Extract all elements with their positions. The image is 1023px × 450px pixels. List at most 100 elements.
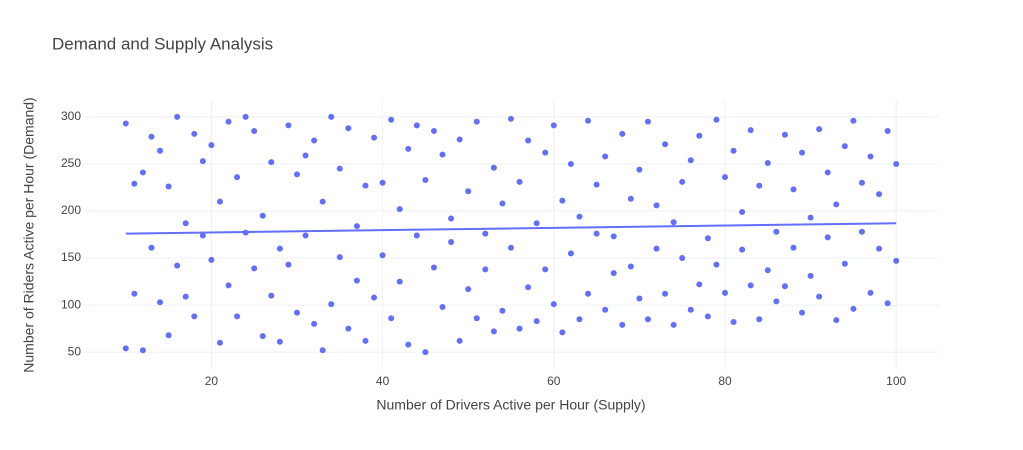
point <box>216 339 223 346</box>
point <box>610 233 617 240</box>
point <box>893 160 900 167</box>
point <box>439 151 446 158</box>
point <box>576 316 583 323</box>
point <box>850 117 857 124</box>
point <box>807 272 814 279</box>
point <box>439 303 446 310</box>
point <box>259 212 266 219</box>
point <box>182 220 189 227</box>
point <box>841 260 848 267</box>
point <box>336 254 343 261</box>
point <box>165 183 172 190</box>
point <box>542 266 549 273</box>
point <box>234 313 241 320</box>
point <box>122 120 129 127</box>
point <box>157 299 164 306</box>
point <box>516 178 523 185</box>
y-tick-label: 300 <box>61 109 81 123</box>
point <box>268 159 275 166</box>
point <box>430 264 437 271</box>
point <box>465 188 472 195</box>
point <box>841 143 848 150</box>
point <box>336 165 343 172</box>
point <box>867 153 874 160</box>
point <box>833 201 840 208</box>
point <box>884 128 891 135</box>
point <box>764 267 771 274</box>
point <box>148 244 155 251</box>
point <box>619 321 626 328</box>
point <box>490 328 497 335</box>
point <box>876 245 883 252</box>
point <box>884 300 891 307</box>
point <box>131 290 138 297</box>
point <box>893 257 900 264</box>
point <box>422 176 429 183</box>
point <box>465 286 472 293</box>
point <box>388 315 395 322</box>
chart-title: Demand and Supply Analysis <box>52 34 273 53</box>
point <box>567 250 574 257</box>
point <box>362 182 369 189</box>
point <box>268 292 275 299</box>
point <box>456 337 463 344</box>
point <box>644 316 651 323</box>
y-tick-label: 50 <box>68 344 82 358</box>
point <box>174 113 181 120</box>
point <box>139 169 146 176</box>
point <box>294 309 300 316</box>
point <box>525 137 532 144</box>
point <box>850 305 857 312</box>
point <box>790 244 797 251</box>
point <box>473 118 480 125</box>
point <box>216 198 223 205</box>
point <box>508 115 514 122</box>
point <box>550 301 557 308</box>
x-tick-label: 60 <box>547 374 561 388</box>
point <box>816 293 823 300</box>
point <box>174 262 181 269</box>
point <box>636 295 643 302</box>
point <box>302 152 309 159</box>
x-tick-label: 20 <box>205 374 219 388</box>
point <box>747 282 754 289</box>
point <box>311 137 318 144</box>
point <box>294 171 300 178</box>
point <box>182 293 189 300</box>
point <box>653 245 660 252</box>
point <box>730 319 737 326</box>
point <box>276 245 283 252</box>
point <box>208 256 215 263</box>
point <box>319 198 326 205</box>
point <box>833 317 840 324</box>
point <box>781 131 788 138</box>
point <box>456 136 463 143</box>
point <box>319 347 326 354</box>
point <box>508 244 514 251</box>
point <box>696 132 703 139</box>
point <box>773 228 780 235</box>
point <box>610 270 617 277</box>
point <box>576 213 583 220</box>
point <box>704 313 711 320</box>
point <box>225 282 232 289</box>
x-tick-label: 100 <box>886 374 906 388</box>
point <box>602 153 609 160</box>
point <box>371 134 378 141</box>
point <box>405 341 412 348</box>
point <box>533 318 540 325</box>
point <box>687 306 694 313</box>
point <box>867 289 874 296</box>
point <box>328 113 335 120</box>
point <box>302 232 309 239</box>
point <box>122 345 129 352</box>
point <box>593 181 600 188</box>
point <box>747 127 754 134</box>
point <box>499 307 506 314</box>
point <box>567 160 574 167</box>
point <box>379 252 386 259</box>
y-axis-title: Number of Riders Active per Hour (Demand… <box>21 97 37 372</box>
point <box>131 180 138 187</box>
point <box>199 158 206 165</box>
point <box>191 130 198 137</box>
